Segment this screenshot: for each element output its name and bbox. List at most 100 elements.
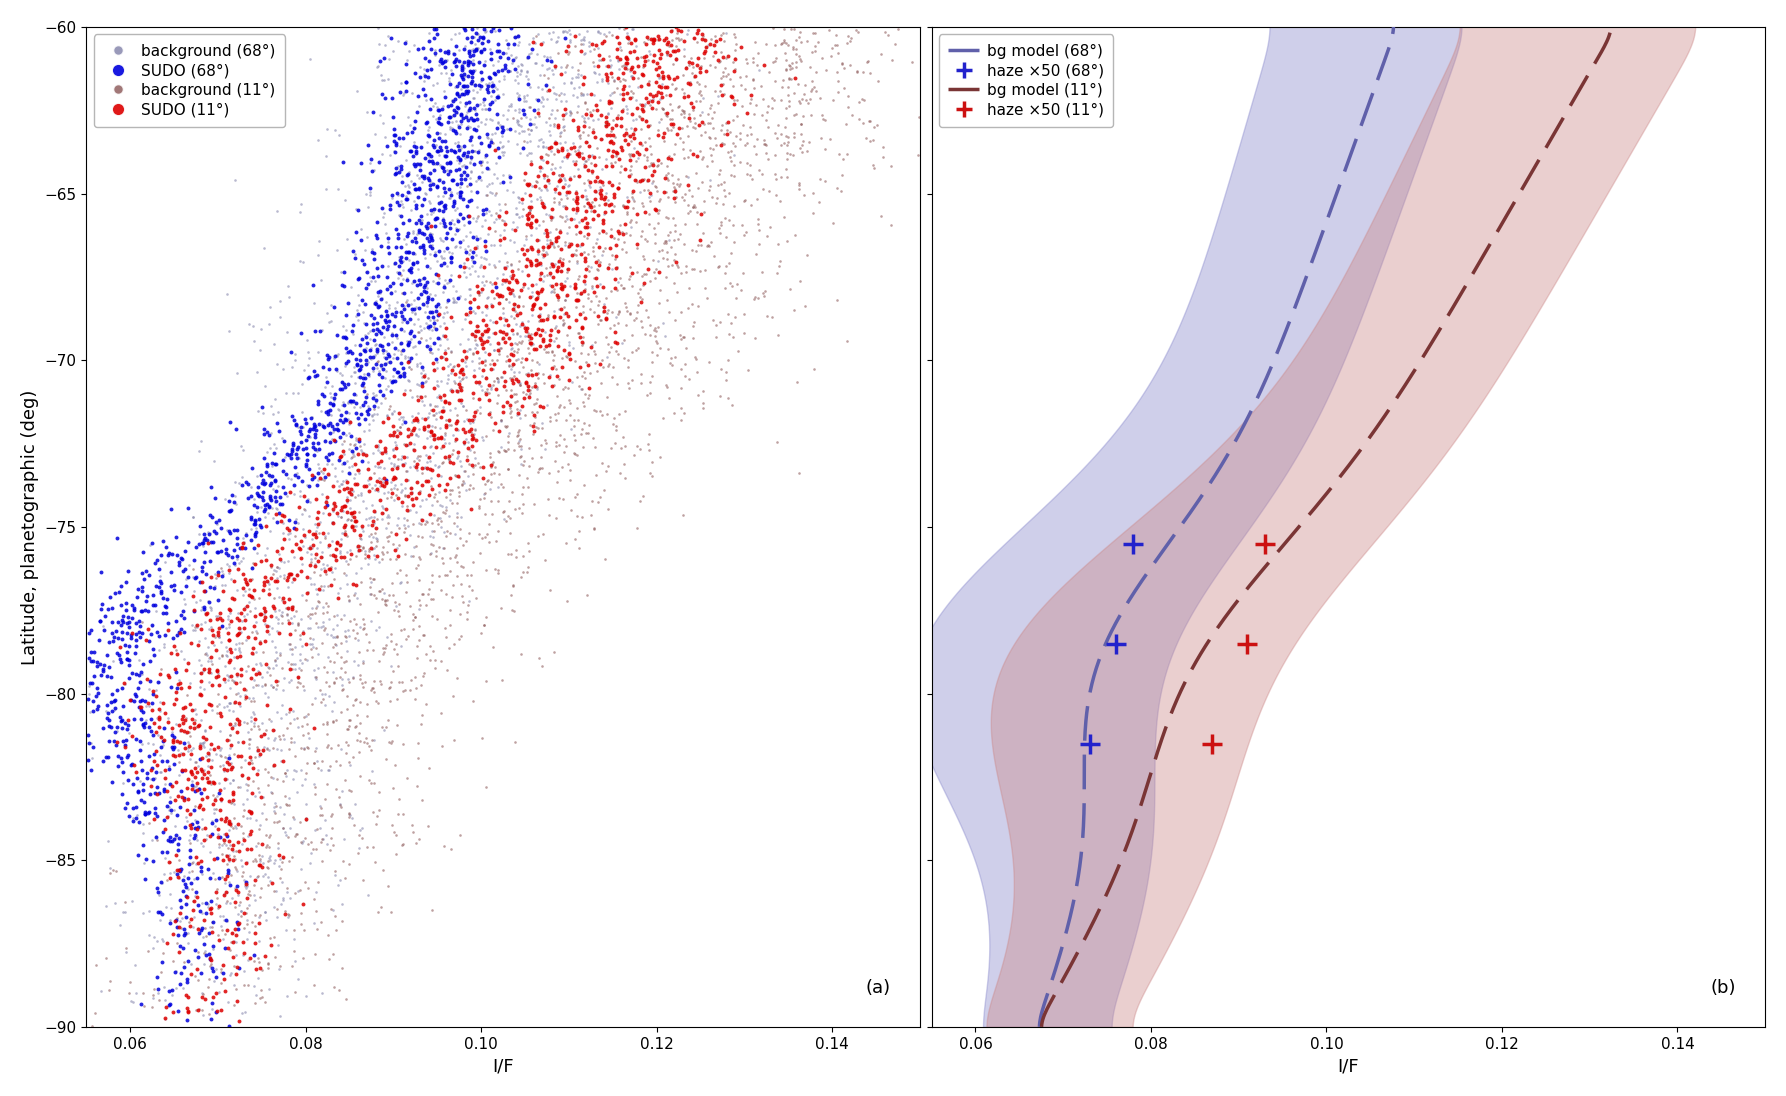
Point [121,769,150,787]
Point [325,579,354,596]
Point [507,437,536,455]
Point [332,452,361,469]
Point [286,661,314,678]
Point [113,731,141,749]
Point [198,959,227,977]
Point [364,287,393,305]
Point [446,58,475,76]
Point [652,169,680,186]
Point [236,887,264,904]
Point [145,628,173,646]
Point [266,646,295,663]
Point [146,567,175,584]
Point [495,62,523,80]
Point [402,276,430,294]
Point [613,104,641,122]
Point [402,298,430,316]
Point [154,590,182,607]
Point [507,123,536,140]
Point [218,794,246,811]
Point [545,369,573,387]
Point [100,894,129,912]
Point [775,56,804,73]
Point [264,857,293,875]
Point [607,334,636,352]
Text: (b): (b) [1711,979,1736,997]
Point [530,47,559,65]
Point [661,180,689,197]
Point [420,203,448,220]
Point [293,724,321,742]
Point [502,221,530,239]
Point [191,543,220,560]
Point [271,484,300,502]
Point [395,488,423,505]
Point [534,368,563,386]
Point [459,290,488,308]
Point [395,260,423,277]
Point [188,853,216,870]
Point [557,73,586,91]
Point [271,903,300,921]
Point [266,860,295,878]
Point [452,243,480,261]
Point [271,600,300,617]
Point [470,90,498,107]
Point [507,207,536,225]
Point [288,549,316,567]
Point [450,435,479,453]
Point [313,346,341,364]
Point [629,267,657,285]
Point [827,182,855,199]
Point [411,365,439,383]
Point [163,846,191,864]
Point [213,825,241,843]
Point [323,327,352,344]
Point [522,212,550,229]
Point [268,889,296,906]
Point [446,167,475,184]
Point [357,732,386,750]
Point [464,25,493,43]
Point [130,806,159,823]
Point [536,174,564,192]
Point [354,454,382,471]
Point [220,745,248,763]
Point [220,795,248,812]
Point [318,377,346,395]
Point [300,515,329,533]
Point [227,868,255,886]
Point [720,95,748,113]
Point [121,665,150,683]
Point [609,92,638,110]
Point [245,960,273,978]
Point [271,795,300,812]
Point [648,88,677,105]
Point [657,122,686,139]
Point [371,307,400,324]
Point [786,181,814,198]
Point [273,719,302,737]
Point [541,330,570,347]
Point [421,411,450,429]
Point [184,652,213,670]
Point [423,274,452,292]
Point [429,232,457,250]
Point [341,517,370,535]
Point [541,159,570,176]
Point [254,499,282,516]
Point [468,255,497,273]
Point [522,324,550,342]
Point [652,119,680,137]
Point [213,697,241,715]
Point [329,366,357,384]
Point [302,528,330,546]
Point [505,66,534,83]
Point [380,373,409,390]
Point [686,62,714,80]
Point [420,361,448,378]
Point [161,830,189,847]
Point [455,279,484,297]
Point [414,320,443,338]
Point [638,99,666,116]
